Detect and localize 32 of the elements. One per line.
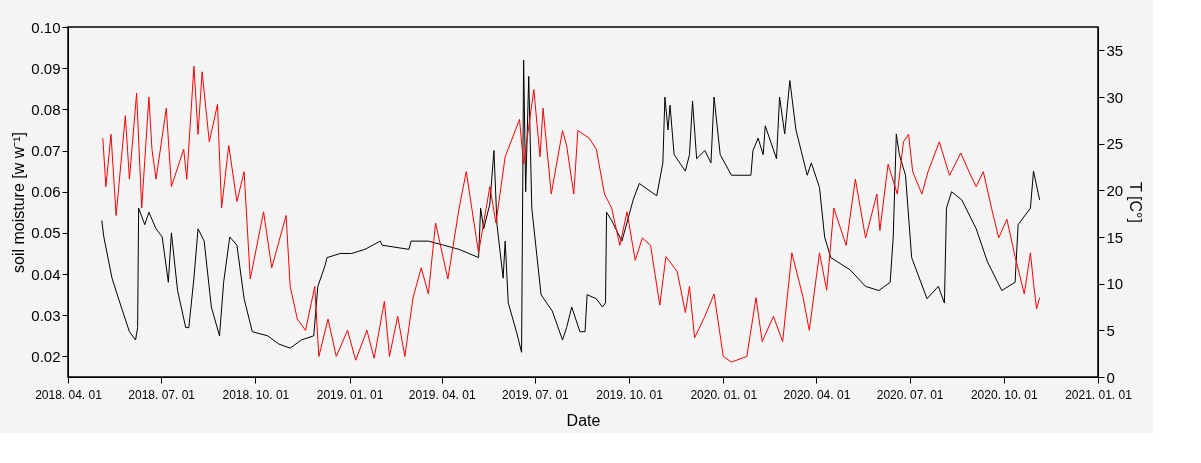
y-tick-label: 0.02 xyxy=(31,347,61,365)
y-tick-label: 0.10 xyxy=(31,18,61,36)
x-tick-label: 2020. 10. 01 xyxy=(970,387,1038,402)
x-tick-label: 2019. 01. 01 xyxy=(316,387,384,402)
x-tick-label: 2019. 07. 01 xyxy=(502,387,570,402)
x-tick-label: 2020. 07. 01 xyxy=(876,387,944,402)
y-tick-label: 0.04 xyxy=(31,265,61,283)
y-tick-label: 0.08 xyxy=(31,100,61,118)
y-tick-label: 0.03 xyxy=(31,306,61,324)
x-tick-label: 2020. 01. 01 xyxy=(690,387,758,402)
x-tick-label: 2019. 10. 01 xyxy=(596,387,664,402)
y2-tick-label: 20 xyxy=(1106,181,1124,199)
y2-tick-label: 35 xyxy=(1106,41,1124,59)
y2-tick-label: 25 xyxy=(1106,135,1124,153)
y2-tick-label: 30 xyxy=(1106,88,1124,106)
y-axis-title: soil moisture [w w⁻¹] xyxy=(10,131,28,274)
y-tick-label: 0.09 xyxy=(31,59,61,77)
y2-axis-title: T [C°] xyxy=(1127,182,1145,223)
y2-tick-label: 5 xyxy=(1106,321,1115,339)
x-tick-label: 2018. 04. 01 xyxy=(35,387,103,402)
x-tick-label: 2019. 04. 01 xyxy=(408,387,476,402)
y-tick-label: 0.06 xyxy=(31,183,61,201)
x-tick-label: 2021. 01. 01 xyxy=(1065,387,1133,402)
x-axis-title: Date xyxy=(566,411,601,429)
x-tick-label: 2018. 10. 01 xyxy=(222,387,290,402)
y2-tick-label: 0 xyxy=(1106,368,1115,386)
y2-tick-label: 15 xyxy=(1106,228,1124,246)
y2-tick-label: 10 xyxy=(1106,275,1124,293)
x-tick-label: 2020. 04. 01 xyxy=(783,387,851,402)
y-tick-label: 0.05 xyxy=(31,224,61,242)
x-tick-label: 2018. 07. 01 xyxy=(128,387,196,402)
y-tick-label: 0.07 xyxy=(31,142,61,160)
